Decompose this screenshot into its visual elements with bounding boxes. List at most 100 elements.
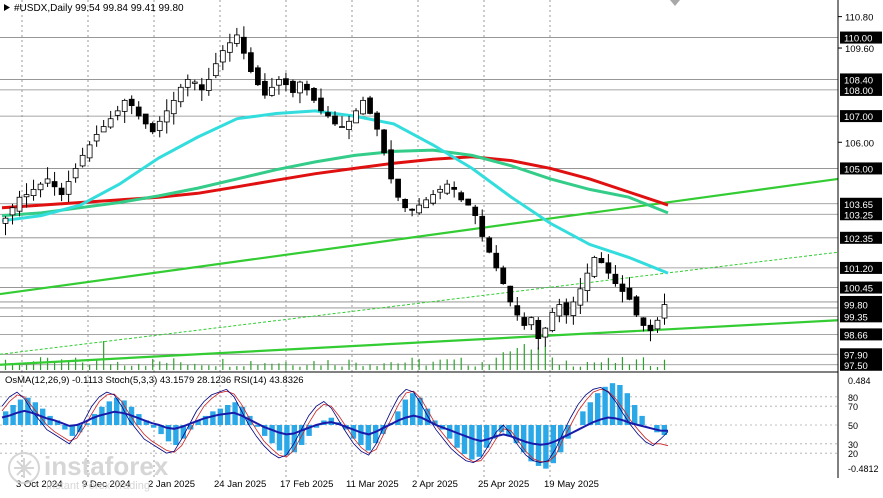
osma-bar bbox=[484, 425, 490, 448]
candle-bull bbox=[114, 110, 121, 116]
logo-brand-text: instaforex bbox=[44, 451, 169, 481]
osma-bar bbox=[550, 425, 556, 464]
osma-bar bbox=[454, 425, 460, 448]
candle-bear bbox=[493, 252, 500, 269]
osma-bar bbox=[195, 420, 201, 425]
candle-bear bbox=[640, 317, 647, 326]
candle-bull bbox=[177, 86, 184, 103]
candle-bull bbox=[72, 168, 79, 179]
logo-globe-icon bbox=[8, 452, 40, 484]
candle-bear bbox=[402, 198, 408, 209]
indicator-scale-label: 20 bbox=[848, 449, 858, 459]
candle-bear bbox=[142, 113, 149, 125]
candle-bull bbox=[23, 194, 30, 198]
osma-bar bbox=[461, 425, 468, 455]
osma-bar bbox=[180, 425, 186, 439]
candle-bull bbox=[444, 183, 451, 194]
candle-bull bbox=[93, 134, 100, 142]
osma-bar bbox=[447, 425, 453, 439]
price-tick-label: 106.00 bbox=[845, 138, 874, 149]
current-price-label: 99.80 bbox=[844, 301, 868, 312]
osma-bar bbox=[410, 393, 416, 425]
header-arrow-icon bbox=[4, 4, 10, 11]
price-tag-bg bbox=[840, 197, 882, 210]
osma-bar bbox=[543, 425, 549, 469]
candle-bull bbox=[212, 63, 219, 77]
candle-bear bbox=[479, 216, 486, 237]
price-tag-label: 102.35 bbox=[844, 234, 873, 245]
osma-bar bbox=[417, 397, 423, 425]
price-tag-label: 108.00 bbox=[844, 86, 873, 97]
osma-bar bbox=[580, 411, 586, 425]
osma-bar bbox=[262, 425, 268, 436]
indicator-panel bbox=[0, 383, 838, 469]
price-tag-label: 105.00 bbox=[844, 164, 873, 175]
osma-bar bbox=[69, 425, 75, 436]
time-label: 2 Apr 2025 bbox=[412, 479, 458, 490]
osma-bar bbox=[595, 393, 601, 425]
candle-bear bbox=[58, 187, 65, 196]
candle-bull bbox=[100, 126, 107, 133]
ema200-line bbox=[1, 155, 669, 210]
osma-bar bbox=[217, 408, 223, 425]
osma-bar bbox=[84, 423, 90, 425]
candle-bear bbox=[472, 206, 479, 216]
candle-bull bbox=[570, 301, 577, 316]
candle-bull bbox=[121, 99, 128, 112]
osma-bar bbox=[276, 425, 283, 451]
osma-bar bbox=[565, 425, 571, 439]
candle-bear bbox=[290, 80, 296, 93]
candle-bull bbox=[233, 34, 240, 44]
price-tag-label: 108.40 bbox=[844, 75, 873, 86]
candle-bull bbox=[437, 188, 444, 193]
candle-bear bbox=[248, 52, 254, 72]
candle-bear bbox=[409, 208, 415, 211]
osma-bar bbox=[158, 425, 164, 435]
candle-bull bbox=[584, 272, 591, 292]
time-label: 3 Oct 2024 bbox=[16, 479, 62, 490]
candle-bear bbox=[451, 186, 458, 190]
osma-bar bbox=[402, 399, 408, 425]
candle-bear bbox=[283, 78, 289, 86]
logo-tagline-text: Instant Forex Trading bbox=[46, 480, 150, 492]
candle-bull bbox=[549, 312, 556, 331]
candle-bear bbox=[374, 112, 380, 130]
candle-bear bbox=[304, 83, 310, 91]
price-tag-label: 99.35 bbox=[844, 312, 868, 323]
candle-bull bbox=[528, 317, 535, 326]
candle-bear bbox=[521, 317, 528, 326]
candle-bull bbox=[339, 126, 345, 128]
candle-bull bbox=[107, 118, 114, 128]
candle-bear bbox=[388, 149, 394, 180]
channel-upper-line bbox=[0, 177, 839, 296]
candle-bear bbox=[381, 129, 387, 154]
price-tag-bg bbox=[840, 281, 882, 294]
osma-bar bbox=[136, 414, 142, 425]
osma-bar bbox=[54, 420, 61, 425]
candle-bear bbox=[626, 287, 633, 300]
osma-bar bbox=[521, 425, 527, 453]
osma-bar bbox=[491, 425, 497, 439]
candle-bull bbox=[205, 79, 212, 91]
candle-bull bbox=[156, 120, 163, 131]
candle-bear bbox=[514, 305, 521, 316]
candle-bull bbox=[591, 257, 598, 277]
candle-bear bbox=[255, 67, 261, 86]
osma-bar bbox=[395, 411, 401, 425]
candle-bull bbox=[297, 81, 303, 94]
candle-bear bbox=[51, 181, 58, 188]
candle-bull bbox=[423, 199, 429, 209]
time-label: 19 May 2025 bbox=[544, 479, 599, 490]
candle-bear bbox=[367, 97, 373, 114]
osma-bar bbox=[535, 425, 542, 466]
candle-bull bbox=[219, 50, 226, 63]
osma-bar bbox=[632, 405, 638, 425]
price-tag-bg bbox=[840, 261, 882, 274]
osma-bar bbox=[254, 425, 260, 427]
horizontal-levels bbox=[0, 37, 838, 366]
ema144-line bbox=[1, 148, 669, 218]
osma-bar bbox=[291, 425, 297, 453]
osma-bar bbox=[424, 408, 431, 425]
